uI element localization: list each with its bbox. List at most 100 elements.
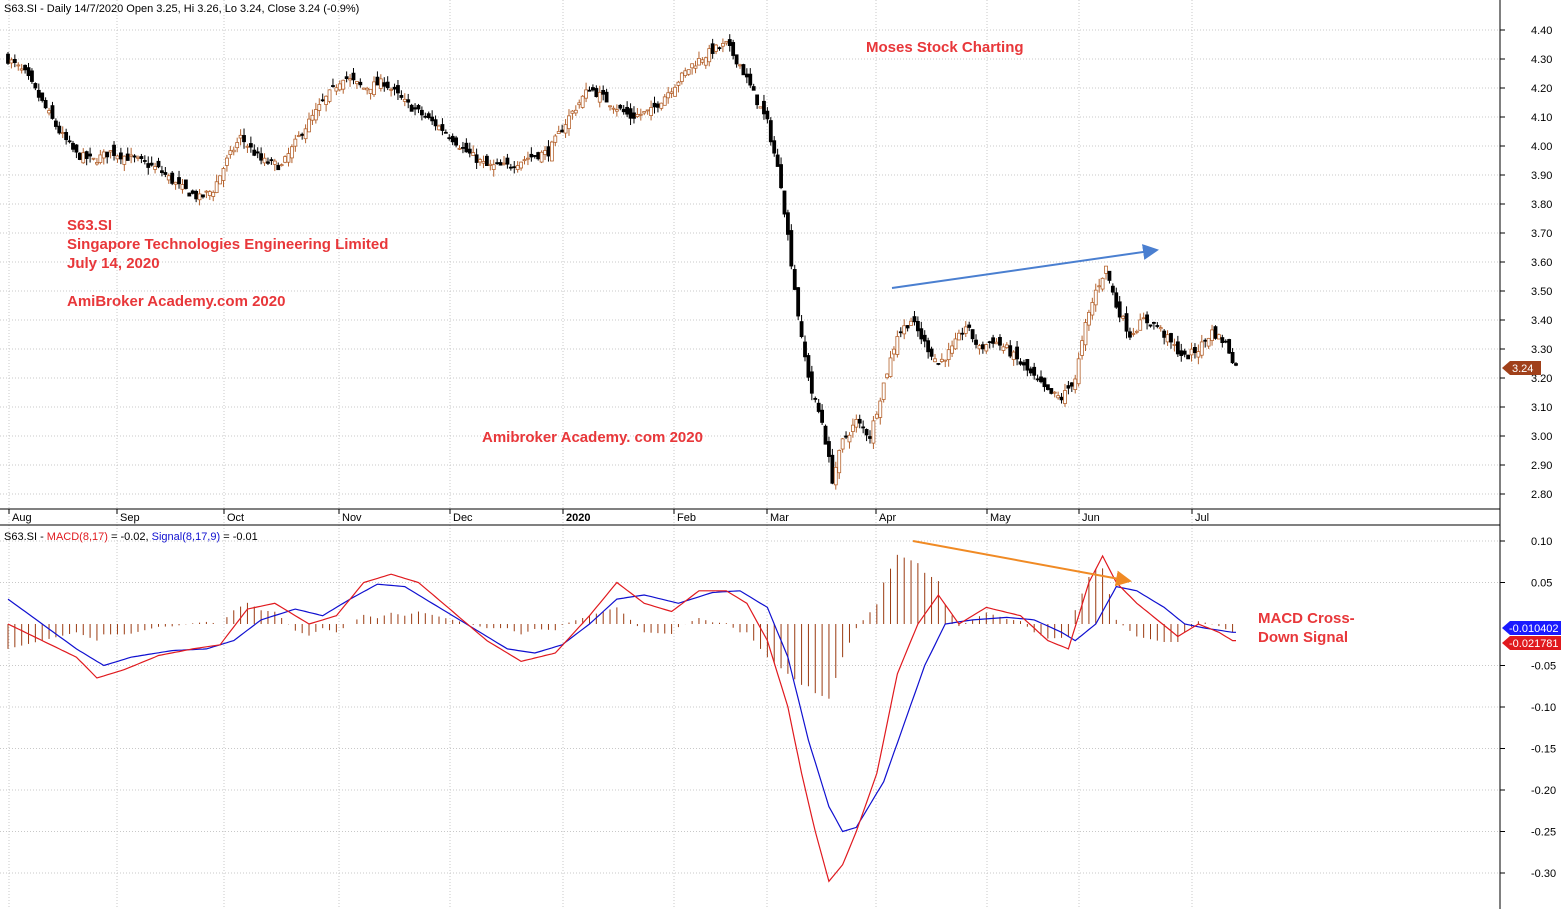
candle-body — [23, 64, 28, 71]
candle-body — [1206, 337, 1211, 347]
candle-body — [963, 326, 968, 334]
candle-body — [796, 287, 801, 317]
candle-body — [587, 89, 592, 92]
candle-body — [464, 142, 469, 153]
candle-body — [447, 137, 452, 140]
candle-body — [1093, 289, 1098, 306]
candle-body — [868, 436, 872, 439]
candle-body — [313, 109, 318, 121]
candle-body — [1039, 376, 1043, 383]
candle-body — [642, 111, 647, 114]
candle-body — [474, 154, 479, 163]
candle-body — [943, 359, 948, 362]
macd-title-prefix: S63.SI - — [4, 531, 47, 543]
price-tick-label: 2.90 — [1531, 460, 1552, 472]
candle-body — [84, 151, 89, 159]
academy-annotation-left: AmiBroker Academy.com 2020 — [67, 293, 285, 310]
candle-body — [1049, 388, 1054, 394]
candle-body — [406, 99, 411, 103]
candle-body — [625, 106, 630, 115]
candle-body — [1175, 341, 1180, 355]
candle-body — [649, 107, 653, 116]
candle-body — [929, 348, 934, 357]
candle-body — [536, 152, 541, 160]
candle-body — [816, 402, 821, 412]
candle-body — [1042, 377, 1047, 388]
candle-body — [47, 110, 51, 114]
candle-body — [977, 345, 982, 350]
candle-body — [146, 163, 151, 168]
candle-body — [142, 160, 147, 162]
candle-body — [160, 170, 164, 173]
candle-body — [471, 152, 476, 156]
candle-body — [149, 162, 154, 166]
candle-body — [1138, 319, 1143, 331]
candle-body — [580, 95, 585, 108]
macd-signal-annotation-line1: MACD Cross- — [1258, 610, 1355, 627]
candle-body — [861, 426, 866, 429]
candle-body — [163, 172, 168, 175]
candle-body — [207, 191, 212, 196]
candle-body — [532, 155, 537, 157]
candle-body — [218, 175, 222, 185]
candle-body — [604, 91, 609, 103]
price-tick-label: 4.30 — [1531, 54, 1552, 66]
candle-body — [341, 79, 346, 90]
candle-body — [601, 89, 606, 95]
candle-body — [440, 124, 445, 131]
candle-body — [190, 190, 195, 194]
candle-body — [1059, 396, 1064, 401]
candle-body — [1025, 359, 1030, 371]
candle-body — [461, 147, 465, 149]
candle-body — [331, 85, 335, 87]
candle-body — [785, 212, 790, 235]
candle-body — [1162, 330, 1167, 338]
macd-tick-label: -0.05 — [1531, 661, 1556, 673]
candle-body — [310, 114, 315, 121]
candle-body — [779, 164, 783, 189]
candle-body — [755, 94, 760, 106]
candle-body — [337, 83, 342, 91]
candle-body — [765, 110, 770, 120]
price-tick-label: 3.90 — [1531, 170, 1552, 182]
candle-body — [125, 153, 130, 161]
candle-body — [608, 105, 612, 108]
candle-body — [560, 129, 565, 133]
candle-body — [290, 146, 294, 159]
candle-body — [762, 100, 766, 115]
candle-body — [488, 163, 493, 166]
candle-body — [823, 425, 828, 445]
candle-body — [259, 153, 264, 161]
candle-body — [385, 81, 390, 89]
candle-body — [833, 466, 838, 486]
candle-body — [211, 191, 216, 197]
candle-body — [686, 69, 691, 75]
candle-body — [1056, 395, 1061, 399]
macd-tick-label: -0.30 — [1531, 868, 1556, 880]
candle-body — [957, 332, 961, 341]
candle-body — [423, 115, 428, 118]
candle-body — [1022, 362, 1026, 366]
candle-body — [197, 193, 202, 201]
candle-body — [1107, 270, 1112, 281]
candle-body — [327, 89, 332, 102]
candle-body — [656, 103, 660, 108]
candle-body — [228, 150, 233, 155]
candle-body — [467, 148, 472, 154]
candle-body — [156, 160, 161, 168]
candle-body — [95, 162, 99, 165]
candle-body — [693, 65, 698, 69]
candle-body — [662, 96, 667, 106]
candle-body — [505, 157, 510, 165]
x-tick-label: Feb — [677, 512, 696, 524]
candle-body — [697, 58, 701, 66]
candle-body — [1004, 344, 1009, 349]
candle-body — [153, 166, 157, 170]
candle-body — [334, 87, 339, 92]
candle-body — [543, 150, 547, 155]
candle-body — [33, 83, 38, 89]
x-tick-label: Nov — [342, 512, 362, 524]
macd-tick-label: -0.15 — [1531, 744, 1556, 756]
candle-body — [204, 190, 209, 193]
candle-body — [81, 152, 86, 164]
